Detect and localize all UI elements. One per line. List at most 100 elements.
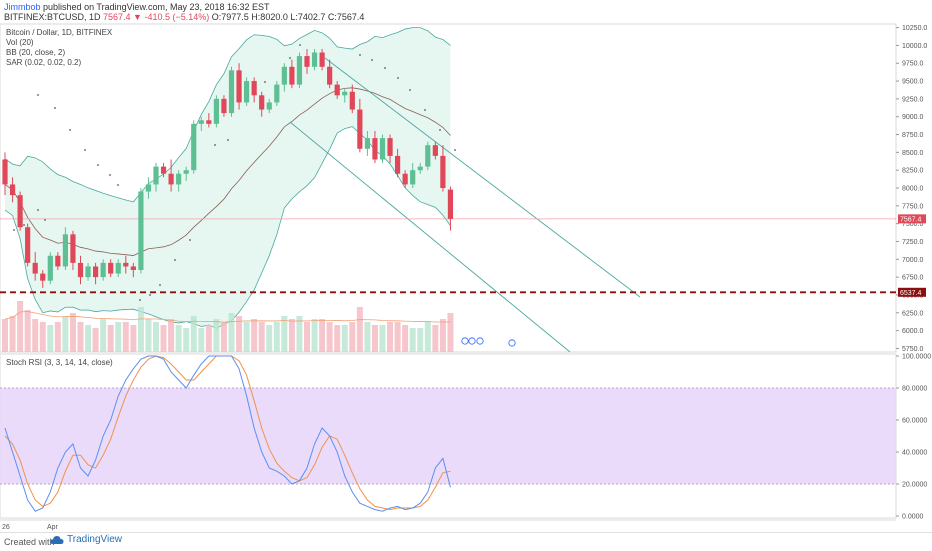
support-price-tag-bg: [898, 287, 926, 297]
candle-body: [138, 191, 144, 270]
legend-bb: BB (20, close, 2): [6, 48, 66, 57]
sar-dot: [397, 77, 399, 79]
stoch-tick-label: 20.0000: [902, 482, 927, 489]
candle-body: [85, 266, 91, 278]
price-tick-label: 7000.0: [902, 257, 924, 264]
volume-bar: [39, 322, 46, 352]
sar-dot: [159, 284, 161, 286]
stoch-k-line: [4, 355, 451, 512]
volume-bar: [409, 328, 416, 352]
support-price-tag: 6537.4: [900, 290, 922, 297]
volume-bar: [205, 325, 212, 352]
sar-dot: [13, 229, 15, 231]
event-flag-icon: [508, 339, 516, 347]
candle-body: [327, 66, 333, 85]
sar-dot: [117, 184, 119, 186]
sar-dot: [97, 164, 99, 166]
sar-dot: [424, 109, 426, 111]
sar-dot: [409, 89, 411, 91]
candle-body: [9, 184, 16, 196]
price-change: 7567.4 ▼ -410.5 (−5.14%): [103, 12, 210, 22]
candle-body: [244, 81, 250, 103]
time-tick-label: Apr: [47, 524, 59, 531]
footer: Created with TradingView: [0, 532, 932, 551]
legend-sar: SAR (0.02, 0.02, 0.2): [6, 58, 82, 67]
volume-bar: [387, 322, 394, 352]
price-chart[interactable]: 10250.0 10000.0 9750.0 9500.0 9250.0 9000.0 87…: [0, 0, 932, 532]
symbol-line: BITFINEX:BTCUSD, 1D 7567.4 ▼ -410.5 (−5.…: [4, 12, 364, 22]
candle-body: [130, 266, 136, 270]
bollinger-basis: [4, 87, 451, 256]
candle-body: [40, 273, 46, 281]
candle-body: [206, 120, 212, 124]
sar-dot: [174, 259, 176, 261]
candle-body: [274, 84, 280, 103]
candle-body: [296, 56, 303, 85]
volume-bar: [9, 316, 16, 352]
candle-body: [168, 173, 174, 185]
published-text: published on TradingView.com, May 23, 20…: [43, 2, 270, 12]
tradingview-cloud-icon: [50, 535, 64, 544]
candle-body: [402, 173, 408, 185]
candle-body: [32, 262, 38, 274]
volume-bar: [266, 325, 273, 352]
sar-dot: [214, 144, 216, 146]
volume-bar: [17, 301, 24, 352]
volume-bar: [220, 322, 227, 352]
candle-body: [115, 262, 121, 274]
candle-body: [259, 95, 265, 110]
candle-body: [160, 166, 167, 174]
candle-body: [447, 189, 454, 219]
time-tick-label: 26: [2, 524, 10, 531]
stoch-tick-label: 60.0000: [902, 418, 927, 425]
price-tick-label: 5750.0: [902, 346, 924, 353]
candle-body: [395, 155, 401, 174]
author-link[interactable]: Jimmbob: [4, 2, 41, 12]
candle-body: [304, 56, 310, 67]
volume-bar: [424, 322, 431, 352]
sar-dot: [371, 59, 373, 61]
candle-body: [25, 227, 31, 263]
sar-dot: [23, 224, 25, 226]
candle-body: [17, 195, 23, 228]
candle-body: [266, 102, 272, 110]
candle-body: [334, 84, 340, 96]
sar-dot: [439, 129, 441, 131]
price-tick-label: 8000.0: [902, 186, 924, 193]
price-tick-label: 8250.0: [902, 168, 924, 175]
price-tick-label: 6750.0: [902, 275, 924, 282]
volume-bar: [402, 325, 409, 352]
volume-bar: [273, 322, 280, 352]
volume-bar: [92, 328, 99, 352]
volume-bar: [258, 322, 265, 352]
last-price-tag: 7567.4: [900, 216, 922, 223]
candle-body: [281, 66, 287, 85]
tradingview-brand[interactable]: TradingView: [50, 534, 122, 545]
sar-dot: [37, 94, 39, 96]
candle-body: [425, 145, 431, 167]
stoch-legend: Stoch RSI (3, 3, 14, 14, close): [6, 358, 113, 368]
trendline-lower: [289, 121, 571, 353]
volume-bar: [77, 322, 84, 352]
event-flag-icon: [461, 337, 469, 345]
candle-body: [123, 262, 129, 267]
sar-dot: [384, 67, 386, 69]
volume-bar: [137, 307, 144, 352]
candle-body: [228, 70, 235, 114]
stoch-tick-label: 100.0000: [902, 354, 931, 361]
volume-bar: [304, 322, 310, 352]
volume-bar: [54, 322, 61, 352]
volume-bar: [198, 328, 205, 352]
event-flag-icon: [476, 337, 484, 345]
candle-body: [62, 234, 68, 267]
volume-bar: [228, 313, 235, 352]
stoch-tick-label: 40.0000: [902, 450, 927, 457]
event-flag-icon: [468, 337, 476, 345]
symbol: BITFINEX:BTCUSD, 1D: [4, 12, 101, 22]
candle-body: [2, 159, 8, 185]
volume-bar: [47, 325, 54, 352]
sar-dot: [54, 107, 56, 109]
volume-bar: [334, 325, 341, 352]
volume-bar: [296, 316, 303, 352]
volume-bar: [417, 328, 424, 352]
